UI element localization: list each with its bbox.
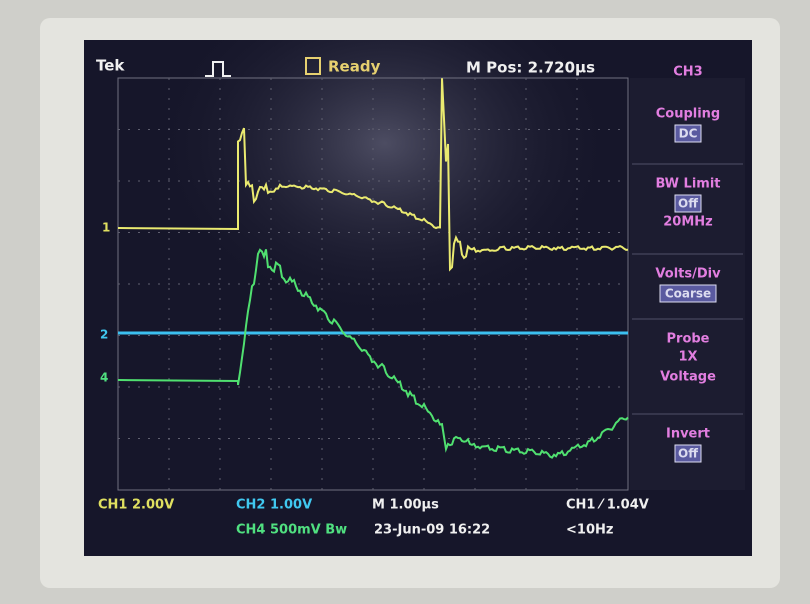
menu-title: CH3 xyxy=(673,65,702,80)
brand: Tek xyxy=(96,57,125,75)
trigger-frequency: <10Hz xyxy=(566,523,613,538)
trigger-level: CH1 ⁄ 1.04V xyxy=(566,498,649,513)
menu-value: Off xyxy=(678,447,698,461)
ch4-marker: 4 xyxy=(100,371,108,385)
menu: CH3 Coupling DC BW Limit Off 20MHz Volts/Div Co… xyxy=(632,65,743,463)
menu-value: Coarse xyxy=(665,287,711,301)
menu-box xyxy=(674,124,702,143)
trigger-icon xyxy=(205,61,231,77)
status-icon xyxy=(305,57,321,75)
menu-panel xyxy=(630,78,745,490)
ch4-trace xyxy=(117,248,629,459)
ch1-marker: 1 xyxy=(102,221,110,235)
menu-value: Off xyxy=(678,197,698,211)
menu-note: Voltage xyxy=(660,370,716,385)
ch1-scale: CH1 2.00V xyxy=(98,498,174,513)
menu-box xyxy=(674,444,702,463)
menu-label: Coupling xyxy=(656,107,721,122)
menu-note: 20MHz xyxy=(663,215,712,230)
ch1-trace xyxy=(117,78,629,272)
status: Ready xyxy=(328,58,381,76)
menu-label: Probe xyxy=(667,332,710,347)
menu-box xyxy=(674,194,702,213)
menu-label: Invert xyxy=(666,427,710,442)
ch2-scale: CH2 1.00V xyxy=(236,498,312,513)
menu-value: 1X xyxy=(678,350,697,365)
graticule xyxy=(117,77,629,491)
date-time: 23-Jun-09 16:22 xyxy=(374,523,490,538)
position: M Pos: 2.720µs xyxy=(466,59,595,77)
ch2-marker: 2 xyxy=(100,328,108,342)
ch4-scale: CH4 500mV Bw xyxy=(236,523,347,538)
timebase: M 1.00µs xyxy=(372,498,439,513)
menu-value: DC xyxy=(679,127,698,141)
menu-label: BW Limit xyxy=(655,177,720,192)
menu-box xyxy=(659,284,717,303)
menu-label: Volts/Div xyxy=(655,267,721,282)
